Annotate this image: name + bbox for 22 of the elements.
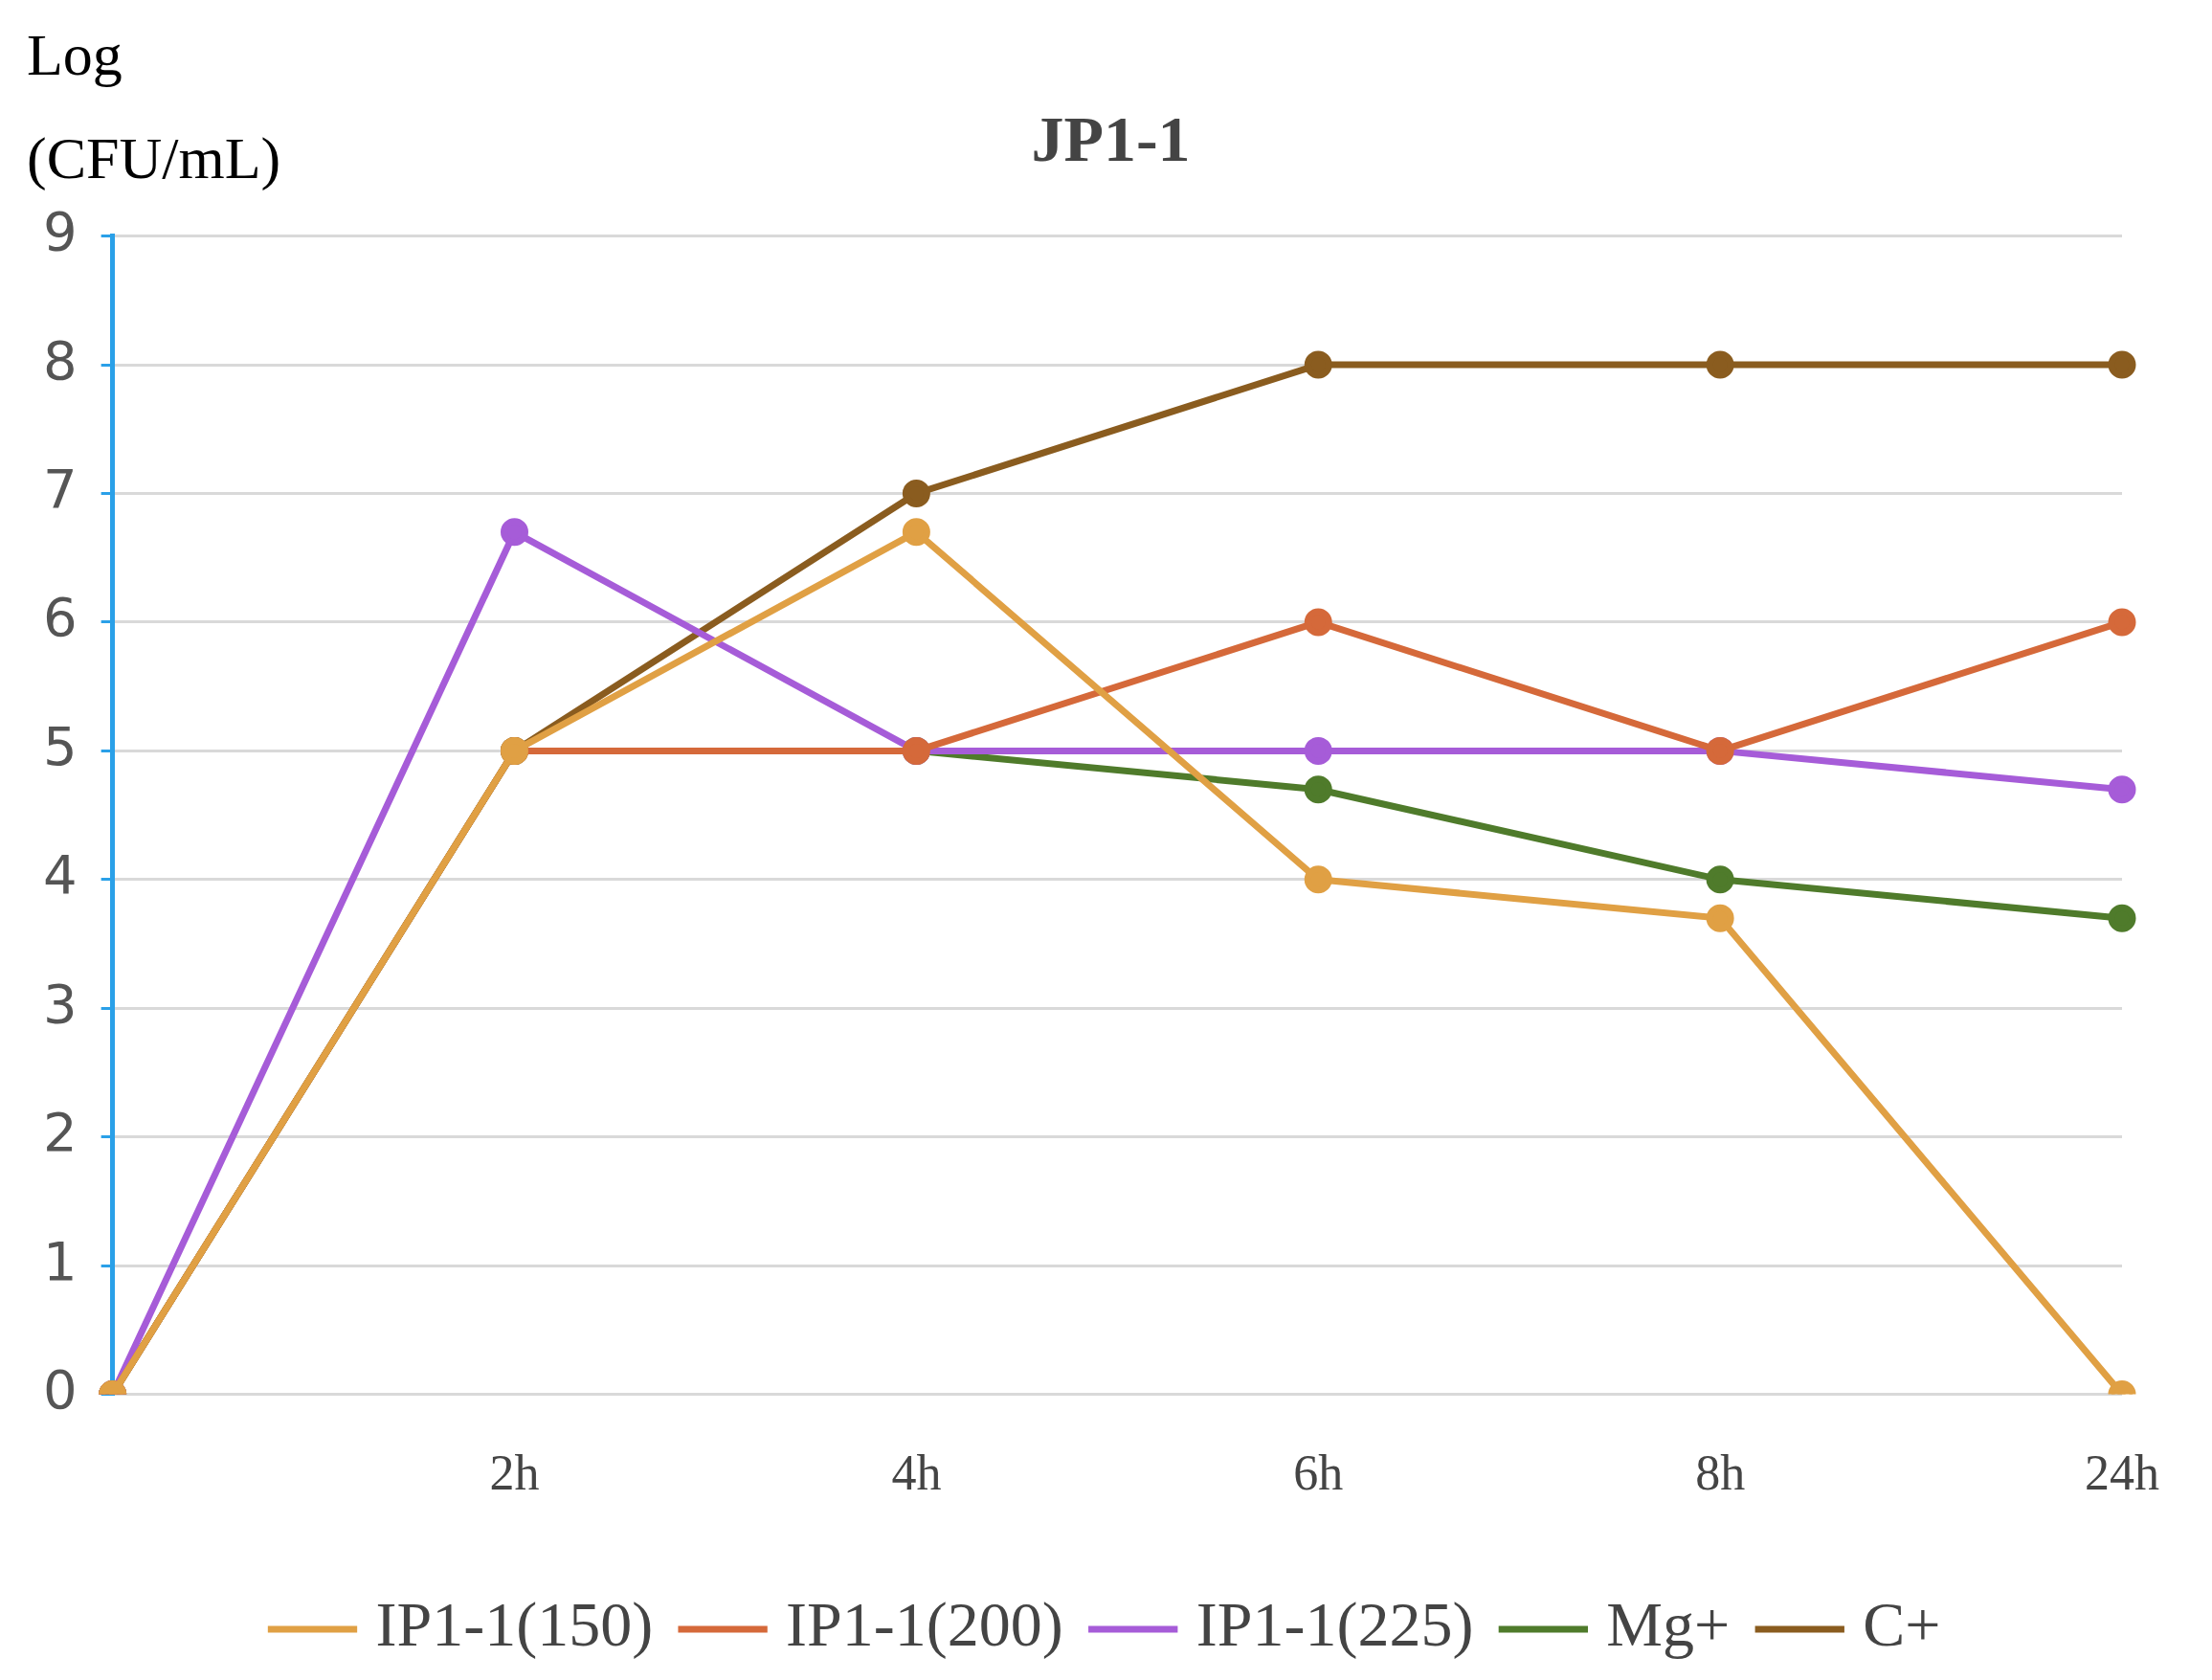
- legend-label: Mg+: [1606, 1589, 1731, 1660]
- x-tick-label: 2h: [489, 1445, 540, 1501]
- y-tick-label: 4: [42, 843, 78, 907]
- y-tick-label: 0: [42, 1358, 78, 1422]
- legend-label: IP1-1(200): [786, 1589, 1063, 1661]
- chart-title: JP1-1: [1031, 102, 1191, 176]
- y-tick-label: 8: [42, 328, 78, 392]
- legend-label: C+: [1863, 1589, 1941, 1660]
- legend-label: IP1-1(150): [375, 1589, 654, 1661]
- x-tick-label: 8h: [1695, 1445, 1746, 1501]
- y-tick-label: 9: [42, 200, 78, 263]
- y-tick-label: 3: [42, 972, 78, 1035]
- y-tick-label: 2: [42, 1101, 78, 1164]
- legend-label: IP1-1(225): [1195, 1589, 1474, 1661]
- x-tick-label: 24h: [2085, 1445, 2159, 1501]
- y-tick-label: 6: [42, 586, 78, 649]
- y-tick-label: 5: [42, 714, 78, 777]
- y-tick-label: 1: [42, 1229, 78, 1292]
- x-tick-label: 6h: [1293, 1445, 1344, 1501]
- x-tick-label: 4h: [891, 1445, 942, 1501]
- y-tick-label: 7: [42, 458, 78, 521]
- y-axis-title: Log (CFU/mL): [27, 22, 281, 191]
